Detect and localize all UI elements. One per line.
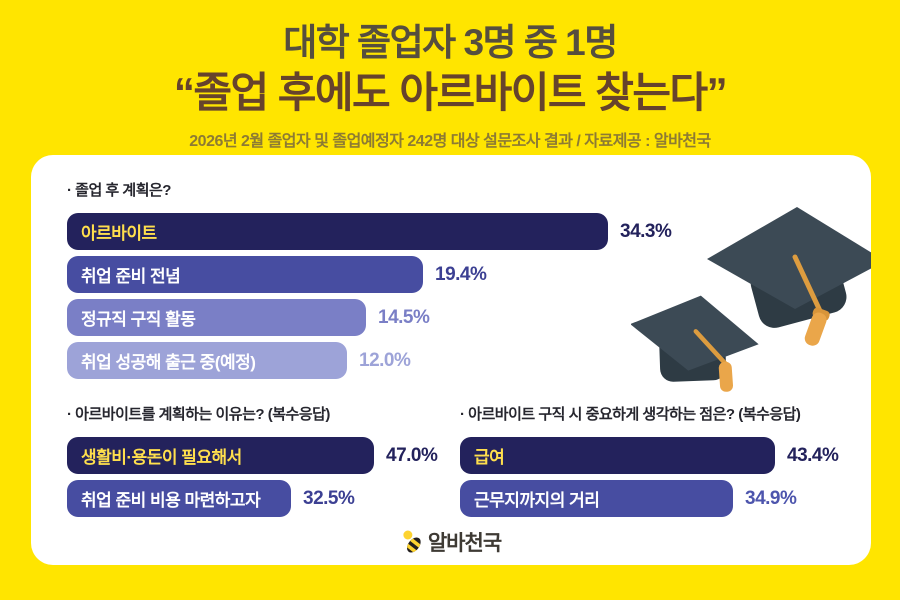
bar-row: 생활비·용돈이 필요해서 47.0% bbox=[67, 437, 438, 474]
bar-row: 취업 성공해 출근 중(예정) 12.0% bbox=[67, 342, 671, 379]
bar-rows: 급여 43.4% 근무지까지의 거리 34.9% bbox=[460, 437, 839, 517]
section-important-factors: · 아르바이트 구직 시 중요하게 생각하는 점은? (복수응답) 급여 43.4… bbox=[460, 403, 839, 523]
chart-card: · 졸업 후 계획은? 아르바이트 34.3% 취업 준비 전념 19.4% 정규직 구… bbox=[31, 155, 885, 565]
bar-row: 취업 준비 전념 19.4% bbox=[67, 256, 671, 293]
section-question: · 아르바이트를 계획하는 이유는? (복수응답) bbox=[67, 406, 330, 423]
bar-label: 취업 준비 비용 마련하고자 bbox=[81, 491, 261, 510]
bar-percent: 14.5% bbox=[378, 306, 430, 328]
page-title: 대학 졸업자 3명 중 1명 bbox=[283, 22, 618, 63]
bar-percent: 47.0% bbox=[386, 444, 438, 466]
section-plans-after-graduation: · 졸업 후 계획은? 아르바이트 34.3% 취업 준비 전념 19.4% 정규직 구… bbox=[67, 179, 672, 385]
bar-percent: 34.3% bbox=[620, 220, 672, 242]
bar-row: 근무지까지의 거리 34.9% bbox=[460, 480, 838, 517]
bar-label: 급여 bbox=[474, 448, 505, 467]
bar-rows: 아르바이트 34.3% 취업 준비 전념 19.4% 정규직 구직 활동 14.5% 취업 … bbox=[67, 213, 672, 379]
bar: 근무지까지의 거리 bbox=[460, 480, 733, 517]
bar-percent: 43.4% bbox=[787, 444, 839, 466]
survey-source-note: 2026년 2월 졸업자 및 졸업예정자 242명 대상 설문조사 결과 / 자… bbox=[189, 132, 711, 150]
bar: 취업 성공해 출근 중(예정) bbox=[67, 342, 347, 379]
graduation-caps-illustration bbox=[630, 185, 885, 420]
bee-icon bbox=[403, 530, 423, 555]
graduation-cap-icon bbox=[630, 207, 885, 392]
bar-row: 아르바이트 34.3% bbox=[67, 213, 672, 250]
bar-percent: 32.5% bbox=[303, 487, 355, 509]
bar: 생활비·용돈이 필요해서 bbox=[67, 437, 374, 474]
bar: 아르바이트 bbox=[67, 213, 608, 250]
bar: 급여 bbox=[460, 437, 775, 474]
bar-label: 정규직 구직 활동 bbox=[81, 310, 196, 329]
bar: 취업 준비 비용 마련하고자 bbox=[67, 480, 291, 517]
bar-percent: 34.9% bbox=[745, 487, 797, 509]
bar-row: 급여 43.4% bbox=[460, 437, 839, 474]
bar: 정규직 구직 활동 bbox=[67, 299, 366, 336]
section-question: · 아르바이트 구직 시 중요하게 생각하는 점은? (복수응답) bbox=[460, 406, 801, 423]
section-question: · 졸업 후 계획은? bbox=[67, 182, 171, 199]
bar-rows: 생활비·용돈이 필요해서 47.0% 취업 준비 비용 마련하고자 32.5% bbox=[67, 437, 438, 517]
bar-percent: 12.0% bbox=[359, 349, 411, 371]
headline-quote: “졸업 후에도 아르바이트 찾는다” bbox=[173, 68, 728, 116]
section-reason-for-parttime: · 아르바이트를 계획하는 이유는? (복수응답) 생활비·용돈이 필요해서 47… bbox=[67, 403, 438, 523]
bar-row: 취업 준비 비용 마련하고자 32.5% bbox=[67, 480, 437, 517]
bar-label: 취업 준비 전념 bbox=[81, 267, 181, 286]
logo-text: 알바천국 bbox=[427, 532, 502, 555]
bar-label: 아르바이트 bbox=[81, 224, 157, 243]
bar-row: 정규직 구직 활동 14.5% bbox=[67, 299, 671, 336]
header: 대학 졸업자 3명 중 1명 “졸업 후에도 아르바이트 찾는다” 2026년 … bbox=[0, 22, 900, 151]
bar-label: 생활비·용돈이 필요해서 bbox=[81, 448, 242, 467]
bar-label: 취업 성공해 출근 중(예정) bbox=[81, 353, 256, 372]
bar: 취업 준비 전념 bbox=[67, 256, 423, 293]
bar-percent: 19.4% bbox=[435, 263, 487, 285]
albacheonguk-logo: 알바천국 bbox=[401, 527, 502, 557]
bar-label: 근무지까지의 거리 bbox=[474, 491, 600, 510]
